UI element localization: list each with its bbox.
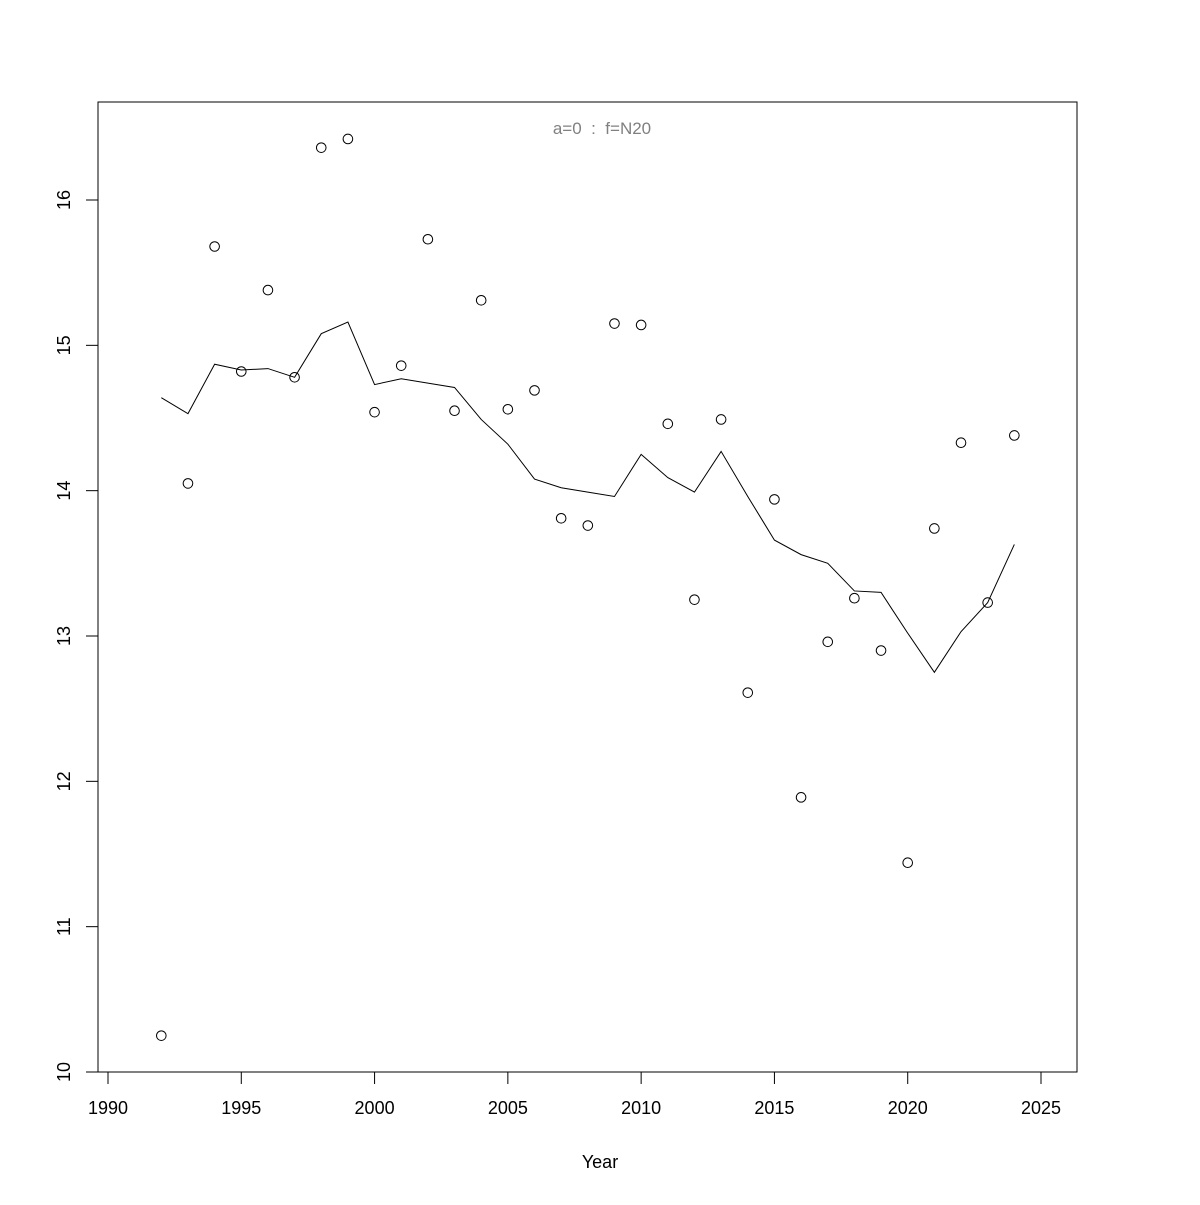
data-point bbox=[982, 597, 993, 608]
data-point bbox=[262, 284, 274, 296]
data-point bbox=[635, 319, 647, 331]
chart-title: a=0 : f=N20 bbox=[553, 119, 651, 138]
y-tick-label: 14 bbox=[54, 481, 74, 501]
x-tick-label: 2000 bbox=[355, 1098, 395, 1118]
y-tick-label: 11 bbox=[54, 917, 74, 936]
y-axis: 10 11 12 13 14 15 16 bbox=[54, 190, 99, 1082]
data-point bbox=[449, 405, 460, 417]
data-point bbox=[156, 1030, 167, 1041]
data-point bbox=[342, 133, 354, 145]
data-point bbox=[475, 294, 487, 306]
data-point bbox=[315, 142, 327, 153]
x-tick-label: 2010 bbox=[621, 1098, 661, 1118]
data-point bbox=[209, 241, 220, 252]
data-point bbox=[875, 645, 887, 656]
data-point bbox=[742, 687, 754, 698]
data-point bbox=[555, 512, 567, 524]
y-tick-label: 16 bbox=[54, 190, 74, 210]
plot-frame bbox=[97, 101, 1078, 1073]
data-point bbox=[929, 523, 940, 534]
data-point bbox=[689, 594, 700, 605]
data-point bbox=[422, 233, 434, 245]
data-point bbox=[369, 406, 380, 418]
trend-line bbox=[161, 321, 1015, 674]
x-tick-label: 1995 bbox=[221, 1098, 261, 1118]
y-tick-label: 13 bbox=[54, 626, 74, 646]
data-point bbox=[769, 494, 780, 505]
x-axis: 1990 1995 2000 2005 2010 2015 2020 2025 bbox=[88, 1071, 1061, 1118]
x-tick-label: 2025 bbox=[1021, 1098, 1061, 1118]
data-point bbox=[502, 403, 514, 415]
data-point bbox=[235, 366, 247, 377]
y-tick-label: 12 bbox=[54, 771, 74, 791]
data-point bbox=[289, 372, 300, 383]
x-tick-label: 1990 bbox=[88, 1098, 128, 1118]
data-point bbox=[795, 792, 807, 803]
marks bbox=[156, 133, 1020, 1041]
data-point bbox=[822, 636, 834, 648]
x-tick-label: 2005 bbox=[488, 1098, 528, 1118]
x-tick-label: 2020 bbox=[888, 1098, 928, 1118]
data-point bbox=[849, 592, 860, 604]
x-tick-label: 2015 bbox=[754, 1098, 794, 1118]
y-tick-label: 10 bbox=[54, 1062, 74, 1082]
x-axis-label: Year bbox=[582, 1152, 618, 1172]
data-point bbox=[395, 360, 407, 371]
data-point bbox=[582, 520, 594, 531]
data-point bbox=[182, 478, 194, 489]
data-point bbox=[715, 414, 727, 425]
data-point bbox=[1009, 430, 1020, 441]
data-point bbox=[662, 418, 674, 430]
data-point bbox=[955, 437, 967, 449]
data-point bbox=[609, 318, 620, 329]
y-tick-label: 15 bbox=[54, 335, 74, 355]
data-point bbox=[902, 857, 914, 869]
data-point bbox=[529, 385, 540, 396]
